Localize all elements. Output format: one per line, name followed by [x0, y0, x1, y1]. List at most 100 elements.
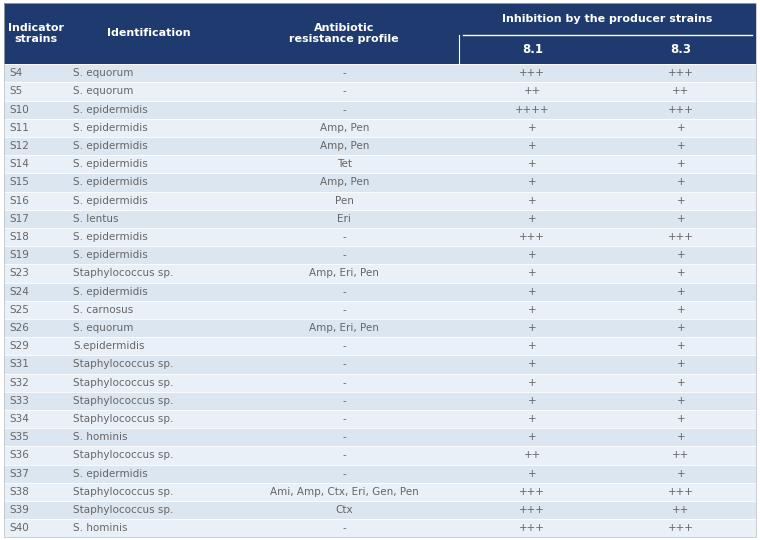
Text: -: - [343, 414, 346, 424]
Text: S. epidermidis: S. epidermidis [73, 141, 148, 151]
Bar [4, 282, 756, 301]
Text: -: - [343, 287, 346, 296]
Text: +++: +++ [519, 232, 545, 242]
Text: S35: S35 [9, 432, 29, 442]
Text: +: + [528, 360, 537, 369]
Text: S40: S40 [9, 523, 29, 533]
Bar [4, 428, 756, 447]
Text: S36: S36 [9, 450, 29, 461]
Text: S. carnosus: S. carnosus [73, 305, 133, 315]
Text: Antibiotic
resistance profile: Antibiotic resistance profile [290, 23, 399, 44]
Text: +: + [676, 305, 686, 315]
Text: ++: ++ [524, 450, 541, 461]
Text: +: + [676, 323, 686, 333]
Text: +: + [528, 250, 537, 260]
Text: +: + [676, 123, 686, 133]
Text: ++: ++ [673, 86, 689, 97]
Text: +: + [528, 214, 537, 224]
Text: Staphylococcus sp.: Staphylococcus sp. [73, 414, 173, 424]
Text: S. epidermidis: S. epidermidis [73, 469, 148, 478]
Text: -: - [343, 305, 346, 315]
Text: S23: S23 [9, 268, 29, 279]
Text: +: + [528, 178, 537, 187]
Text: +: + [528, 268, 537, 279]
Text: -: - [343, 105, 346, 114]
Text: S26: S26 [9, 323, 29, 333]
Bar [4, 464, 756, 483]
Text: Inhibition by the producer strains: Inhibition by the producer strains [502, 14, 713, 24]
Text: S4: S4 [9, 68, 22, 78]
Text: -: - [343, 377, 346, 388]
Bar [4, 355, 756, 374]
Text: ++: ++ [524, 86, 541, 97]
Text: S. epidermidis: S. epidermidis [73, 232, 148, 242]
Text: S10: S10 [9, 105, 29, 114]
Text: ++: ++ [673, 505, 689, 515]
Text: +: + [676, 432, 686, 442]
Bar [4, 173, 756, 192]
Bar [4, 192, 756, 210]
Text: ++++: ++++ [515, 105, 549, 114]
Text: S34: S34 [9, 414, 29, 424]
Bar [4, 483, 756, 501]
Bar [4, 64, 756, 83]
Text: +++: +++ [668, 523, 694, 533]
Text: -: - [343, 250, 346, 260]
Text: S19: S19 [9, 250, 29, 260]
Bar [4, 392, 756, 410]
Text: +: + [676, 414, 686, 424]
Text: Staphylococcus sp.: Staphylococcus sp. [73, 505, 173, 515]
Text: S. epidermidis: S. epidermidis [73, 123, 148, 133]
Text: -: - [343, 523, 346, 533]
Text: +: + [528, 305, 537, 315]
Text: +++: +++ [519, 505, 545, 515]
Text: S12: S12 [9, 141, 29, 151]
Text: S. equorum: S. equorum [73, 323, 134, 333]
Text: +: + [676, 214, 686, 224]
Text: S14: S14 [9, 159, 29, 169]
Text: Staphylococcus sp.: Staphylococcus sp. [73, 450, 173, 461]
Text: S.epidermidis: S.epidermidis [73, 341, 144, 351]
Text: S16: S16 [9, 195, 29, 206]
Text: S15: S15 [9, 178, 29, 187]
Text: +++: +++ [668, 232, 694, 242]
Text: -: - [343, 432, 346, 442]
Text: -: - [343, 396, 346, 406]
Text: +: + [676, 396, 686, 406]
Bar [4, 410, 756, 428]
Bar [4, 100, 756, 119]
Text: +++: +++ [519, 523, 545, 533]
Text: S11: S11 [9, 123, 29, 133]
Text: +: + [528, 159, 537, 169]
Text: Ami, Amp, Ctx, Eri, Gen, Pen: Ami, Amp, Ctx, Eri, Gen, Pen [270, 487, 419, 497]
Text: +: + [528, 287, 537, 296]
Text: S18: S18 [9, 232, 29, 242]
Text: Pen: Pen [335, 195, 353, 206]
Text: +++: +++ [519, 68, 545, 78]
Text: -: - [343, 450, 346, 461]
Text: +++: +++ [668, 105, 694, 114]
Text: +++: +++ [668, 68, 694, 78]
Text: Tet: Tet [337, 159, 352, 169]
Text: S. epidermidis: S. epidermidis [73, 195, 148, 206]
Text: +: + [528, 432, 537, 442]
Bar [4, 119, 756, 137]
Text: +: + [528, 469, 537, 478]
Text: S32: S32 [9, 377, 29, 388]
Text: +: + [528, 396, 537, 406]
Text: S. lentus: S. lentus [73, 214, 119, 224]
Bar [4, 265, 756, 282]
Text: +: + [676, 159, 686, 169]
Bar [4, 301, 756, 319]
Bar [4, 447, 756, 464]
Text: Staphylococcus sp.: Staphylococcus sp. [73, 487, 173, 497]
Bar [4, 137, 756, 155]
Text: +: + [528, 123, 537, 133]
Text: +: + [528, 195, 537, 206]
Text: S. epidermidis: S. epidermidis [73, 159, 148, 169]
Text: Staphylococcus sp.: Staphylococcus sp. [73, 396, 173, 406]
Bar [4, 501, 756, 519]
Text: +: + [528, 141, 537, 151]
Bar [4, 246, 756, 265]
Text: -: - [343, 232, 346, 242]
